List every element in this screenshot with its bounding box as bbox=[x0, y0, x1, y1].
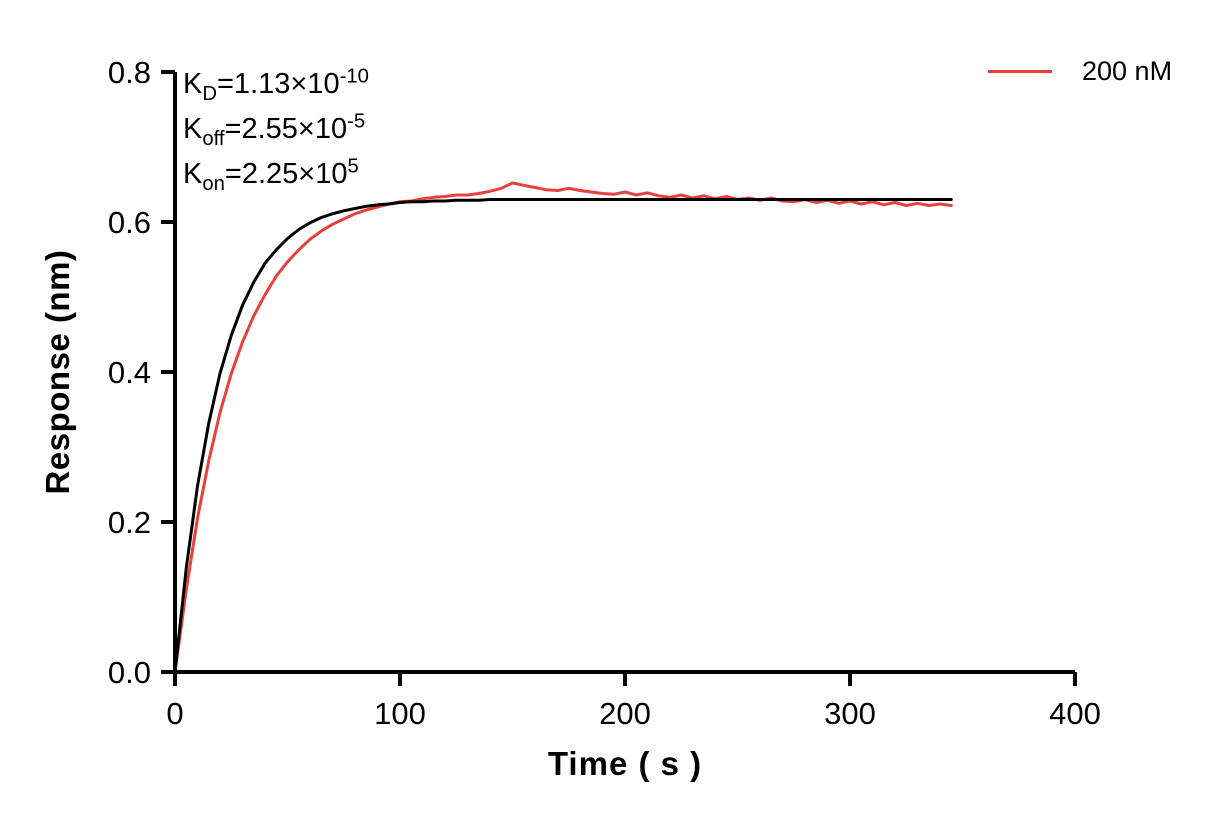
y-tick-label: 0.6 bbox=[108, 205, 151, 240]
x-tick-label: 400 bbox=[1049, 696, 1101, 731]
x-axis-title: Time ( s ) bbox=[547, 745, 703, 782]
y-axis-title: Response (nm) bbox=[39, 249, 76, 495]
x-tick-label: 200 bbox=[599, 696, 651, 731]
200-nm-measured-line bbox=[173, 181, 953, 674]
koff-annotation: Koff=2.55×10-5 bbox=[183, 110, 366, 150]
legend: 200 nM bbox=[988, 56, 1172, 87]
x-tick-label: 0 bbox=[166, 696, 183, 731]
y-tick-label: 0.2 bbox=[108, 505, 151, 540]
kon-annotation: Kon=2.25×105 bbox=[183, 155, 359, 195]
x-tick-label: 100 bbox=[374, 696, 426, 731]
y-tick-label: 0.4 bbox=[108, 355, 151, 390]
kd-annotation: KD=1.13×10-10 bbox=[183, 65, 369, 105]
legend-line-icon bbox=[988, 70, 1052, 73]
x-tick-label: 300 bbox=[824, 696, 876, 731]
y-tick-label: 0.0 bbox=[108, 655, 151, 690]
y-tick-label: 0.8 bbox=[108, 55, 151, 90]
fitted-curve-line bbox=[173, 198, 953, 674]
legend-label: 200 nM bbox=[1082, 56, 1173, 86]
kinetics-annotations: KD=1.13×10-10 Koff=2.55×10-5 Kon=2.25×10… bbox=[183, 62, 369, 197]
